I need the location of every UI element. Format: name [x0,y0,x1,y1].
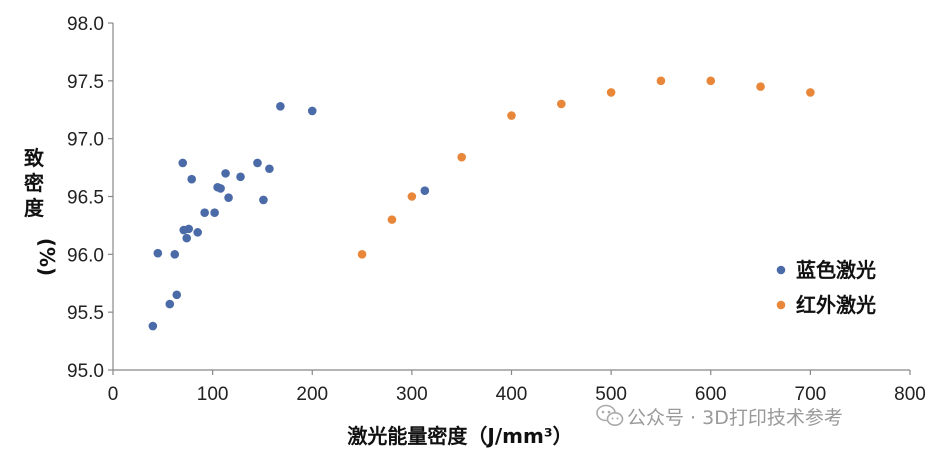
x-tick-label: 600 [695,384,727,405]
wechat-icon [596,404,624,426]
y-tick-label: 98.0 [67,14,104,35]
data-point-series-2 [656,76,666,86]
data-point-series-1 [184,224,194,234]
y-tick-label: 97.0 [67,130,104,151]
data-point-series-1 [172,290,182,300]
data-point-series-2 [457,152,466,162]
data-point-series-1 [236,172,245,182]
data-point-series-1 [307,106,317,116]
data-point-series-2 [606,88,616,97]
x-tick-label: 700 [795,384,827,405]
y-tick-label: 96.0 [67,245,104,266]
x-tick-label: 400 [496,384,528,405]
x-tick-label: 100 [197,384,229,405]
x-tick-label: 200 [296,384,328,405]
data-point-series-1 [165,299,175,309]
data-point-series-1 [420,186,430,196]
y-tick-label: 95.0 [67,361,104,382]
data-points [148,76,815,331]
y-tick-label: 97.5 [67,72,104,93]
data-point-series-1 [148,321,158,331]
watermark: 公众号 · 3D打印技术参考 [596,404,843,429]
axes [108,22,911,375]
y-axis-title: 致密度 (%) [24,146,59,276]
data-point-series-1 [259,195,268,205]
y-axis-unit: (%) [35,238,59,276]
watermark-text: 公众号 · 3D打印技术参考 [627,407,843,429]
x-axis-title: 激光能量密度（J/mm³） [347,424,572,448]
data-point-series-2 [357,250,367,259]
legend-label: 蓝色激光 [796,258,876,282]
data-point-series-1 [200,208,209,217]
x-tick-labels: 0 100 200 300 400 500 600 700 800 [108,384,926,405]
data-point-series-2 [806,88,815,97]
y-tick-label: 96.5 [67,188,104,209]
data-point-series-2 [407,192,417,201]
data-point-series-1 [253,158,262,168]
legend-marker [776,300,786,310]
data-point-series-1 [178,158,188,168]
y-axis-title-char: 致 [24,146,45,170]
data-point-series-2 [557,99,566,109]
data-point-series-1 [193,228,202,237]
data-point-series-1 [224,193,233,202]
y-tick-labels: 95.0 95.5 96.0 96.5 97.0 97.5 98.0 [67,14,104,382]
y-axis-title-char: 密 [24,171,44,195]
x-tick-label: 500 [595,384,627,405]
x-tick-label: 300 [396,384,428,405]
x-tick-label: 800 [894,384,926,405]
y-axis-title-char: 度 [24,196,45,220]
data-point-series-1 [276,101,285,111]
data-point-series-1 [153,248,163,258]
data-point-series-2 [706,76,716,86]
data-point-series-1 [216,184,225,193]
y-tick-label: 95.5 [67,303,104,324]
data-point-series-1 [210,208,219,217]
data-point-series-1 [182,233,192,243]
data-point-series-1 [265,164,274,174]
data-point-series-1 [221,169,230,178]
data-point-series-1 [170,250,180,259]
data-point-series-2 [756,82,765,91]
legend-label: 红外激光 [796,293,876,317]
data-point-series-1 [187,174,197,184]
x-tick-label: 0 [108,384,119,405]
legend-marker [776,265,786,275]
data-point-series-2 [507,111,516,120]
data-point-series-2 [387,215,397,224]
